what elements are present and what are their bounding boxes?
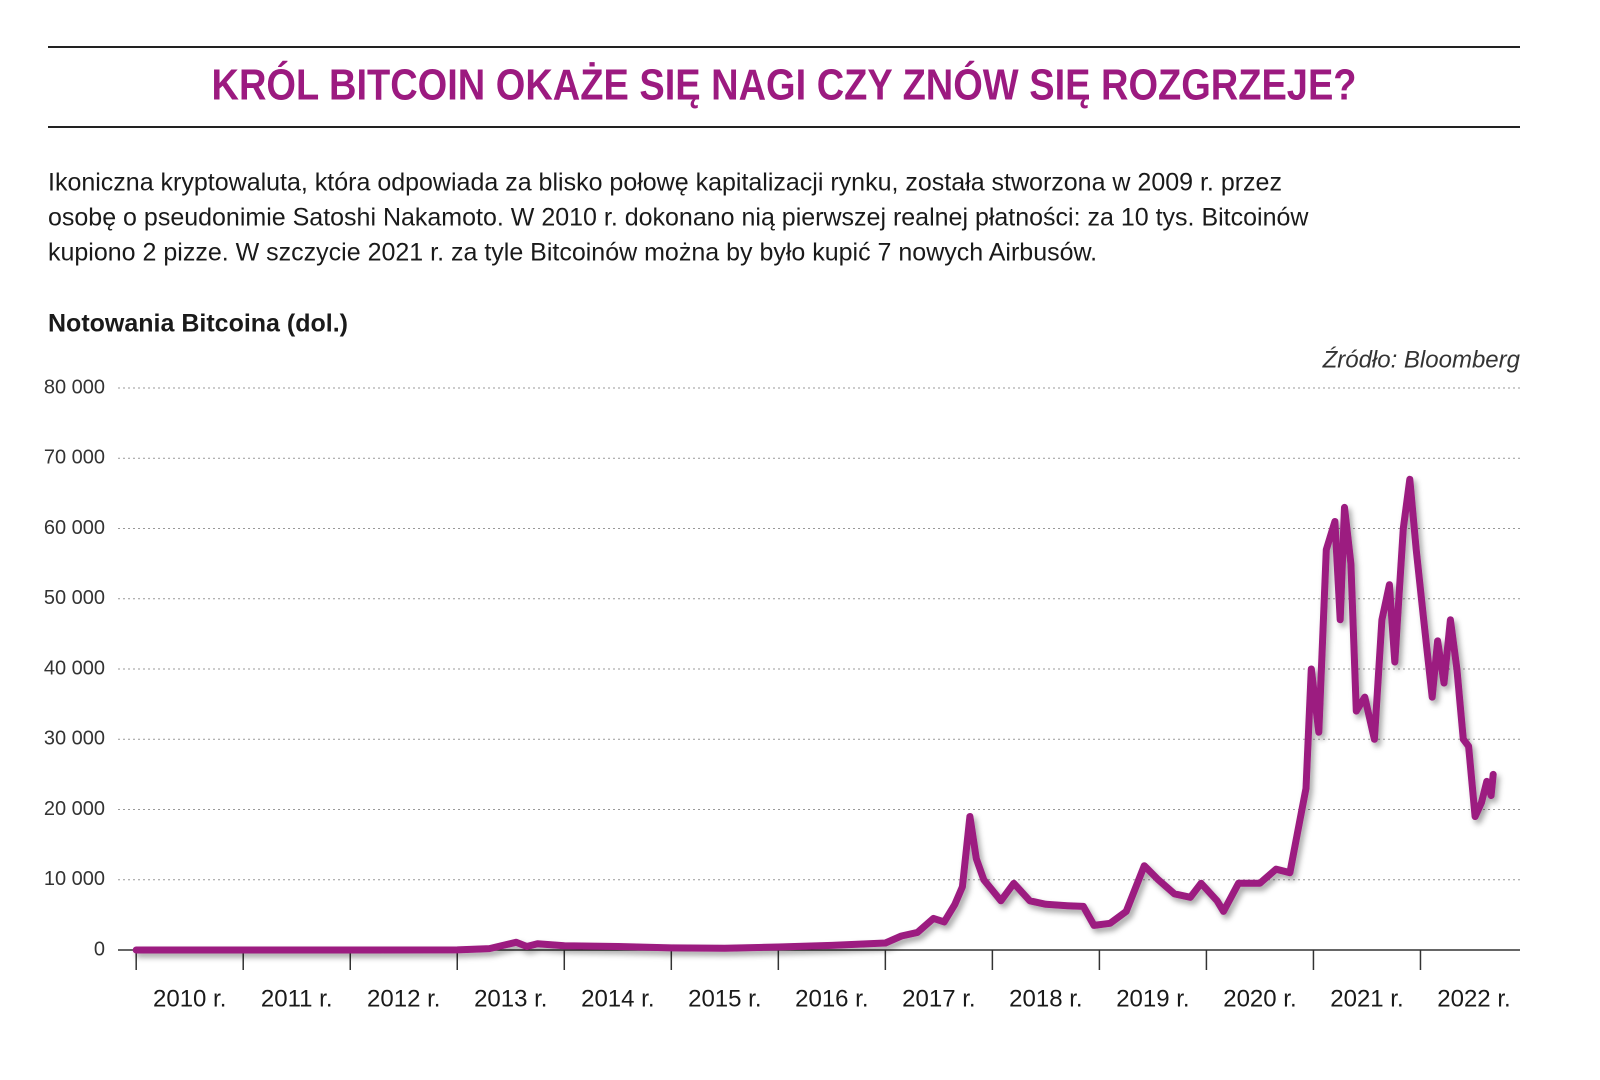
description: osobę o pseudonimie Satoshi Nakamoto. W … bbox=[48, 204, 1309, 232]
y-tick-label: 10 000 bbox=[44, 868, 105, 890]
y-tick-label: 80 000 bbox=[44, 376, 105, 398]
x-tick-label: 2018 r. bbox=[1009, 985, 1082, 1012]
x-tick-label: 2010 r. bbox=[153, 985, 226, 1012]
y-tick-label: 60 000 bbox=[44, 517, 105, 539]
x-tick-label: 2014 r. bbox=[581, 985, 654, 1012]
y-tick-label: 70 000 bbox=[44, 447, 105, 469]
y-tick-label: 50 000 bbox=[44, 587, 105, 609]
x-tick-label: 2015 r. bbox=[688, 985, 761, 1012]
description: Ikoniczna kryptowaluta, która odpowiada … bbox=[48, 169, 1282, 197]
x-tick-label: 2016 r. bbox=[795, 985, 868, 1012]
x-tick-label: 2021 r. bbox=[1330, 985, 1403, 1012]
y-tick-label: 20 000 bbox=[44, 798, 105, 820]
x-tick-label: 2012 r. bbox=[367, 985, 440, 1012]
y-axis-title: Notowania Bitcoina (dol.) bbox=[48, 310, 348, 338]
chart-title: KRÓL BITCOIN OKAŻE SIĘ NAGI CZY ZNÓW SIĘ… bbox=[212, 60, 1357, 110]
x-tick-label: 2017 r. bbox=[902, 985, 975, 1012]
y-tick-label: 0 bbox=[94, 938, 105, 960]
y-tick-label: 30 000 bbox=[44, 728, 105, 750]
x-tick-label: 2022 r. bbox=[1437, 985, 1510, 1012]
x-tick-label: 2020 r. bbox=[1223, 985, 1296, 1012]
y-tick-label: 40 000 bbox=[44, 657, 105, 679]
x-tick-label: 2011 r. bbox=[261, 985, 333, 1012]
x-tick-label: 2013 r. bbox=[474, 985, 547, 1012]
price-line bbox=[132, 475, 1497, 954]
description: kupiono 2 pizze. W szczycie 2021 r. za t… bbox=[48, 239, 1097, 267]
source: Źródło: Bloomberg bbox=[1322, 346, 1521, 373]
x-tick-label: 2019 r. bbox=[1116, 985, 1189, 1012]
